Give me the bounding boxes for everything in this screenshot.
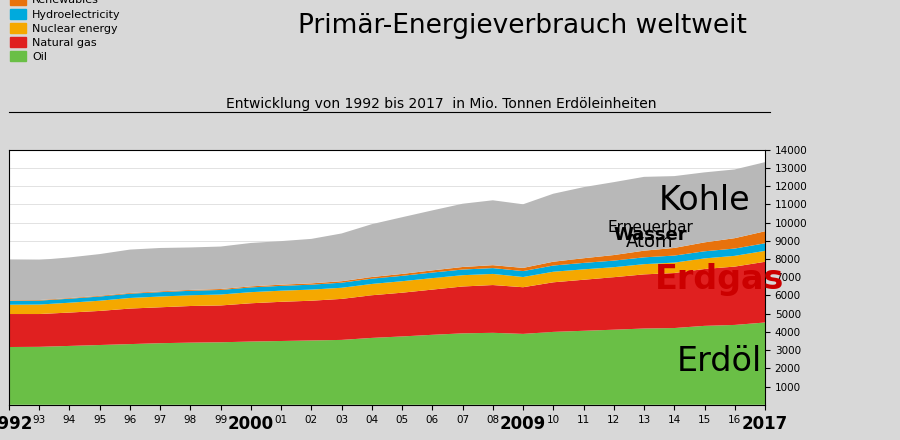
Text: Kohle: Kohle	[659, 184, 751, 217]
Text: Primär-Energieverbrauch weltweit: Primär-Energieverbrauch weltweit	[298, 13, 746, 39]
Text: Erdöl: Erdöl	[677, 345, 762, 378]
Text: Entwicklung von 1992 bis 2017  in Mio. Tonnen Erdöleinheiten: Entwicklung von 1992 bis 2017 in Mio. To…	[226, 97, 656, 111]
Text: Atom: Atom	[626, 233, 674, 251]
Text: Erneuerbar: Erneuerbar	[608, 220, 693, 235]
Text: Erdgas: Erdgas	[655, 263, 784, 296]
Legend: Coal, Renewables, Hydroelectricity, Nuclear energy, Natural gas, Oil: Coal, Renewables, Hydroelectricity, Nucl…	[5, 0, 125, 66]
Text: Wasser: Wasser	[613, 226, 687, 244]
